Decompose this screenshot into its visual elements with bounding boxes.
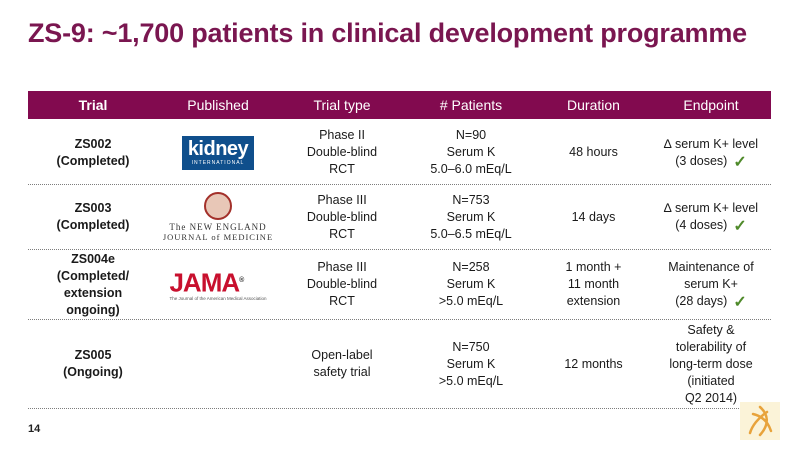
table-row: ZS004e (Completed/ extension ongoing) JA… [28,250,771,320]
nejm-logo: The NEW ENGLAND JOURNAL of MEDICINE [163,192,273,242]
header-trial-type: Trial type [313,97,371,113]
trial-status: (Completed) [56,153,130,168]
patients-cell: N=753 Serum K 5.0–6.5 mEq/L [430,192,512,241]
patients-cell: N=90 Serum K 5.0–6.0 mEq/L [430,128,512,176]
trial-cell: ZS003 (Completed) [28,200,158,234]
patients-cell: N=750 Serum K >5.0 mEq/L [438,339,504,388]
trial-status: (Completed) [56,218,130,232]
trial-cell: ZS005 (Ongoing) [28,347,158,381]
trial-status: (Completed/ [56,268,130,283]
trial-cell: ZS004e (Completed/ extension ongoing) [28,251,158,319]
trial-id: ZS003 [74,201,112,215]
trial-type-cell: Phase III Double-blind RCT [306,192,378,241]
endpoint-cell: Safety & tolerability of long-term dose … [669,322,753,405]
page-number: 14 [28,423,41,435]
trial-cell: ZS002 (Completed) [28,136,158,170]
duration-cell: 12 months [564,356,623,371]
trial-type-cell: Phase II Double-blind RCT [306,128,378,176]
endpoint-cell: Maintenance of serum K+ (28 days) ✓ [668,260,754,311]
patients-cell: N=258 Serum K >5.0 mEq/L [438,260,504,308]
published-cell: kidney INTERNATIONAL [158,135,278,170]
trial-id: ZS004e [71,251,115,266]
astrazeneca-logo-icon [740,402,780,440]
nejm-seal-icon [203,192,232,220]
published-cell: JAMA® The Journal of the American Medica… [158,268,278,301]
table-header: Trial Published Trial type # Patients Du… [28,91,771,119]
duration-cell: 1 month + 11 month extension [565,260,622,308]
endpoint-cell: ∆ serum K+ level (3 doses) ✓ [663,136,759,171]
trial-id: ZS005 [74,348,112,362]
check-icon: ✓ [733,294,747,311]
table-row: ZS002 (Completed) kidney INTERNATIONAL P… [28,121,771,185]
check-icon: ✓ [733,218,747,235]
header-duration: Duration [567,97,620,113]
trial-type-cell: Open-label safety trial [311,348,373,379]
page-title: ZS-9: ~1,700 patients in clinical develo… [28,18,747,48]
jama-logo: JAMA® The Journal of the American Medica… [169,267,267,301]
trial-status: (Ongoing) [63,365,123,379]
table-row: ZS005 (Ongoing) Open-label safety trial … [28,320,771,409]
header-published: Published [187,97,249,113]
kidney-international-logo: kidney INTERNATIONAL [182,135,254,170]
header-patients: # Patients [439,97,503,113]
duration-cell: 48 hours [569,145,618,159]
trial-id: ZS002 [74,136,112,151]
endpoint-cell: ∆ serum K+ level (4 doses) ✓ [663,201,759,235]
check-icon: ✓ [733,153,747,171]
duration-cell: 14 days [571,209,616,224]
published-cell: The NEW ENGLAND JOURNAL of MEDICINE [158,192,278,242]
header-endpoint: Endpoint [683,97,739,113]
table-row: ZS003 (Completed) The NEW ENGLAND JOURNA… [28,185,771,250]
header-trial: Trial [78,97,108,113]
trial-type-cell: Phase III Double-blind RCT [306,260,378,308]
